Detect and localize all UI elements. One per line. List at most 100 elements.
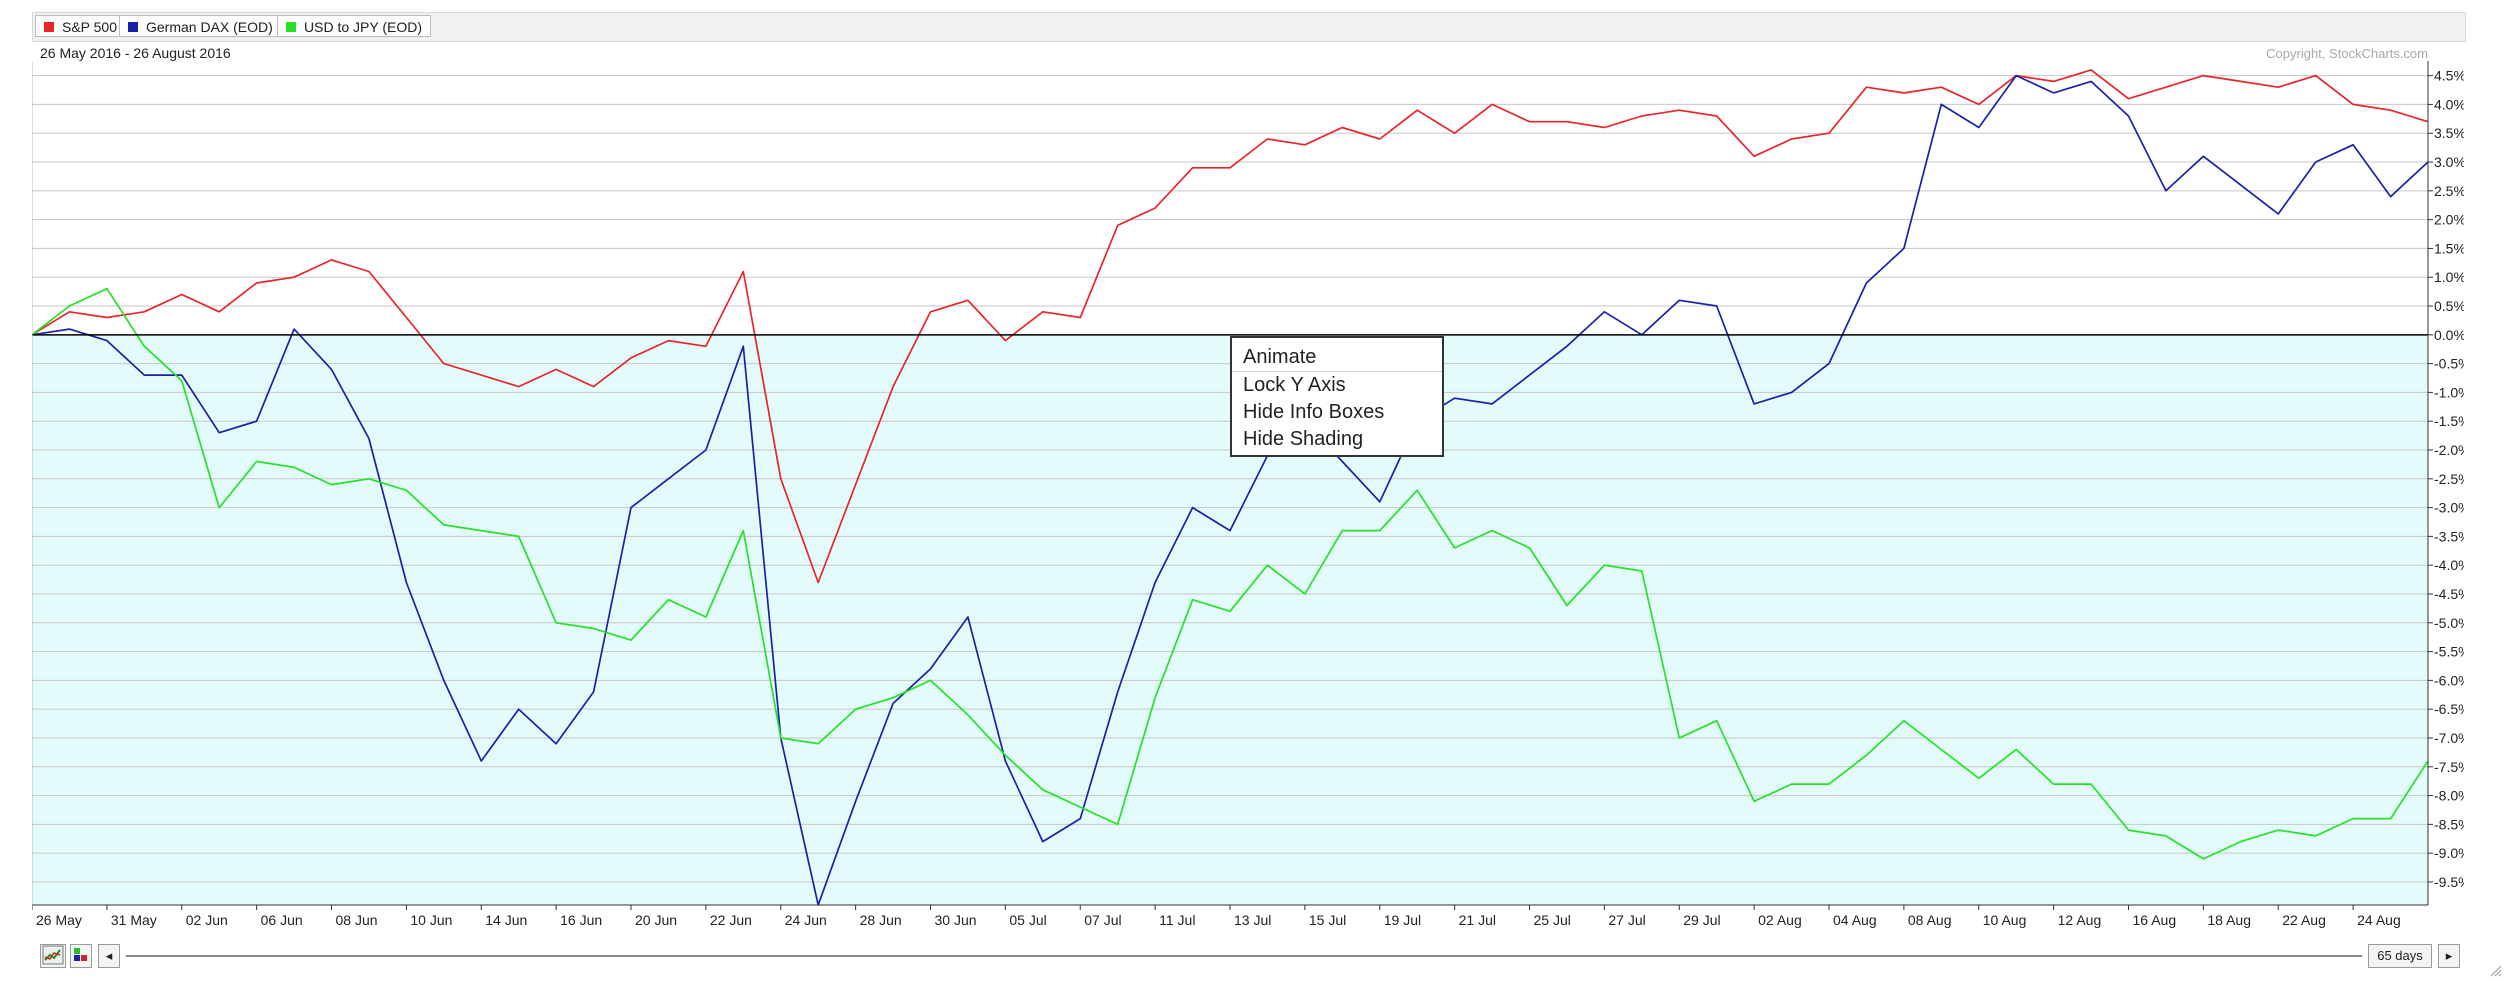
data-point [179, 378, 185, 384]
resize-grip-icon[interactable] [2488, 963, 2502, 977]
data-point [516, 384, 522, 390]
legend-swatch-icon [128, 22, 138, 32]
data-point [254, 280, 260, 286]
data-point [665, 338, 671, 344]
data-point [441, 677, 447, 683]
data-point [1377, 136, 1383, 142]
data-point [478, 372, 484, 378]
data-point [1826, 130, 1832, 136]
data-point [1115, 821, 1121, 827]
data-point [516, 533, 522, 539]
x-tick-label: 10 Jun [410, 912, 452, 928]
data-point [2013, 746, 2019, 752]
data-point [2388, 816, 2394, 822]
x-tick-label: 18 Aug [2207, 912, 2251, 928]
series-lines [32, 67, 2429, 906]
data-point [1564, 603, 1570, 609]
data-point [890, 695, 896, 701]
period-label: 65 days [2377, 948, 2423, 963]
chart-type-button[interactable] [40, 944, 66, 968]
data-point [1863, 84, 1869, 90]
x-tick-label: 20 Jun [635, 912, 677, 928]
data-point [665, 476, 671, 482]
data-point [2088, 781, 2094, 787]
data-point [1938, 101, 1944, 107]
scroll-left-button[interactable]: ◂ [98, 944, 120, 968]
y-tick-label: 2.5% [2434, 183, 2464, 199]
y-tick-label: 0.0% [2434, 327, 2464, 343]
menu-item-animate[interactable]: Animate [1232, 344, 1442, 372]
y-tick-label: 0.5% [2434, 298, 2464, 314]
data-point [2200, 153, 2206, 159]
data-point [1002, 338, 1008, 344]
data-point [965, 712, 971, 718]
data-point [2051, 90, 2057, 96]
scroll-right-button[interactable]: ▸ [2438, 944, 2460, 968]
data-point [1527, 119, 1533, 125]
axes: 4.5% 4.0% 3.5% 3.0% 2.5% 2.0% 1.5% 1.0% 0.5% 0.0%… [32, 61, 2464, 928]
data-point [1789, 136, 1795, 142]
x-tick-label: 15 Jul [1309, 912, 1346, 928]
x-tick-label: 13 Jul [1234, 912, 1271, 928]
data-point [254, 459, 260, 465]
timeline-slider[interactable] [126, 955, 2362, 957]
data-point [2088, 67, 2094, 73]
y-tick-label: -3.0% [2434, 500, 2464, 516]
data-point [1339, 124, 1345, 130]
data-point [628, 505, 634, 511]
series-line-2 [32, 287, 2429, 860]
data-point [1077, 804, 1083, 810]
data-point [1789, 389, 1795, 395]
y-tick-label: -5.5% [2434, 644, 2464, 660]
data-point [853, 482, 859, 488]
data-point [1227, 528, 1233, 534]
color-toggle-button[interactable] [70, 944, 92, 968]
legend-swatch-icon [286, 22, 296, 32]
data-point [740, 343, 746, 349]
x-tick-label: 24 Aug [2357, 912, 2401, 928]
data-point [1714, 113, 1720, 119]
y-tick-label: -3.5% [2434, 528, 2464, 544]
menu-item-lock-y-axis[interactable]: Lock Y Axis [1243, 374, 1346, 396]
series-line-1 [32, 74, 2429, 906]
x-tick-label: 21 Jul [1459, 912, 1496, 928]
legend-item-dax[interactable]: German DAX (EOD) [119, 15, 282, 37]
data-point [1489, 101, 1495, 107]
x-tick-label: 02 Jun [186, 912, 228, 928]
x-tick-label: 10 Aug [1983, 912, 2027, 928]
y-tick-label: 1.5% [2434, 240, 2464, 256]
data-point [403, 487, 409, 493]
data-point [1115, 222, 1121, 228]
data-point [815, 579, 821, 585]
data-point [1564, 343, 1570, 349]
data-point [179, 291, 185, 297]
data-point [254, 418, 260, 424]
menu-item-hide-info-boxes[interactable]: Hide Info Boxes [1243, 401, 1385, 423]
data-point [1751, 153, 1757, 159]
legend-item-usdjpy[interactable]: USD to JPY (EOD) [277, 15, 431, 37]
period-selector[interactable]: 65 days [2368, 944, 2432, 968]
y-tick-label: -2.0% [2434, 442, 2464, 458]
data-point [928, 309, 934, 315]
legend-swatch-icon [44, 22, 54, 32]
data-point [1601, 124, 1607, 130]
data-point [591, 384, 597, 390]
performance-chart[interactable]: 4.5% 4.0% 3.5% 3.0% 2.5% 2.0% 1.5% 1.0% 0.5% 0.0%… [32, 41, 2464, 936]
data-point [2163, 833, 2169, 839]
legend-item-sp500[interactable]: S&P 500 [35, 15, 127, 37]
data-point [890, 384, 896, 390]
x-tick-label: 16 Jun [560, 912, 602, 928]
data-point [441, 361, 447, 367]
x-tick-label: 27 Jul [1608, 912, 1645, 928]
data-point [1676, 735, 1682, 741]
data-point [628, 637, 634, 643]
data-point [1002, 752, 1008, 758]
y-tick-label: -6.0% [2434, 672, 2464, 688]
data-point [1339, 459, 1345, 465]
data-point [104, 315, 110, 321]
data-point [1826, 781, 1832, 787]
menu-item-hide-shading[interactable]: Hide Shading [1243, 428, 1364, 450]
data-point [1714, 718, 1720, 724]
data-point [2275, 827, 2281, 833]
x-tick-label: 31 May [111, 912, 157, 928]
